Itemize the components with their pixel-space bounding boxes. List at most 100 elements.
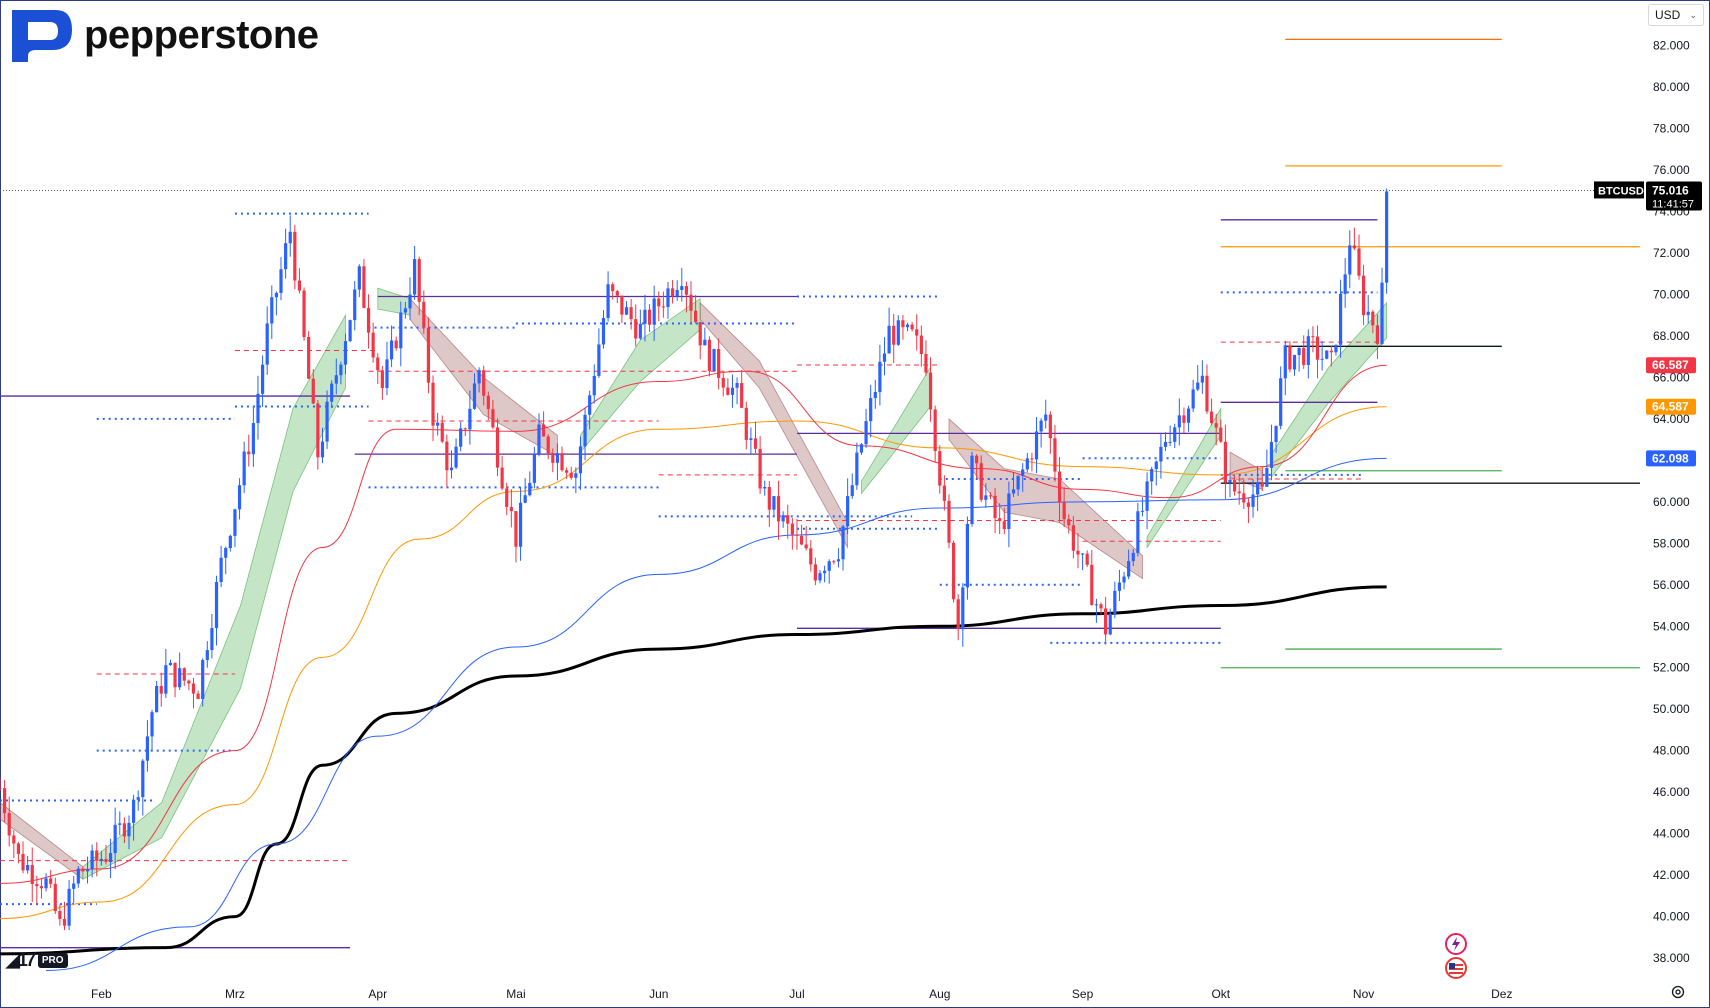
candle-body — [431, 382, 435, 426]
candle-body — [919, 335, 923, 355]
candle-body — [799, 535, 804, 545]
lightning-alert-icon[interactable] — [1443, 931, 1469, 957]
candle-body — [99, 858, 103, 861]
candle-body — [541, 424, 546, 437]
candle-body — [1007, 493, 1011, 530]
candle-body — [652, 298, 656, 325]
y-tick-label: 70.000 — [1653, 287, 1690, 301]
candle-body — [1002, 521, 1006, 530]
candle-body — [1306, 336, 1310, 365]
candle-body — [293, 231, 297, 281]
last-price-tag — [1646, 181, 1702, 211]
candle-body — [1090, 564, 1094, 606]
y-tick-label: 68.000 — [1653, 329, 1690, 343]
candle-body — [1071, 525, 1075, 551]
candle-body — [454, 446, 458, 468]
candle-body — [979, 463, 983, 500]
candle-body — [546, 436, 550, 454]
candle-body — [1228, 479, 1232, 483]
candle-body — [145, 736, 150, 761]
candle-body — [403, 308, 407, 313]
candle-body — [1338, 293, 1343, 345]
candle-body — [288, 231, 292, 244]
candle-body — [205, 650, 209, 660]
y-tick-label: 54.000 — [1653, 619, 1690, 633]
candle-body — [1016, 475, 1020, 490]
candle-body — [353, 289, 357, 321]
candle-body — [689, 294, 693, 311]
tradingview-logo[interactable]: ◢17 PRO — [6, 950, 68, 971]
candle-body — [1288, 345, 1292, 370]
candle-body — [1154, 461, 1158, 470]
candle-body — [90, 850, 94, 870]
candle-body — [1246, 502, 1251, 507]
candle-body — [528, 482, 532, 496]
candle-body — [827, 561, 831, 571]
candle-body — [698, 321, 702, 346]
y-tick-label: 78.000 — [1653, 122, 1690, 136]
candle-body — [1315, 336, 1320, 360]
candle-body — [491, 409, 495, 428]
candle-body — [228, 535, 232, 548]
candle-body — [1182, 415, 1186, 423]
candle-body — [569, 472, 573, 478]
y-tick-label: 44.000 — [1653, 827, 1690, 841]
candle-body — [44, 878, 48, 889]
candle-body — [201, 659, 205, 700]
candle-body — [878, 361, 882, 392]
candle-body — [459, 428, 463, 447]
brand-name: pepperstone — [84, 12, 319, 57]
candle-body — [1329, 350, 1333, 353]
candle-body — [274, 292, 279, 298]
candle-body — [1214, 423, 1218, 428]
candle-body — [1108, 613, 1112, 635]
symbol-tag — [1594, 181, 1644, 199]
candle-body — [532, 453, 536, 483]
us-flag-calendar-icon[interactable] — [1443, 955, 1469, 981]
y-tick-label: 58.000 — [1653, 536, 1690, 550]
y-tick-label: 42.000 — [1653, 868, 1690, 882]
candle-body — [58, 911, 62, 920]
candle-body — [905, 324, 910, 328]
x-tick-label: Mrz — [225, 987, 245, 1001]
candle-body — [776, 496, 781, 522]
gear-icon[interactable] — [1670, 984, 1686, 1000]
candle-body — [786, 515, 790, 524]
candle-body — [113, 824, 117, 854]
candle-body — [749, 438, 753, 440]
candle-body — [173, 662, 177, 688]
candle-body — [1080, 553, 1085, 555]
candle-body — [1034, 431, 1039, 460]
candle-body — [1163, 441, 1168, 447]
y-tick-label: 48.000 — [1653, 744, 1690, 758]
candle-body — [859, 444, 864, 453]
candle-body — [537, 424, 541, 454]
candle-body — [514, 511, 518, 547]
candle-body — [933, 409, 937, 452]
currency-selector[interactable]: USD ⌄ — [1648, 4, 1704, 26]
candle-body — [615, 291, 619, 296]
candle-body — [758, 448, 762, 489]
candle-body — [1191, 389, 1195, 409]
candle-body — [1044, 414, 1048, 421]
candle-body — [210, 628, 214, 651]
candle-body — [1320, 358, 1324, 360]
y-tick-label: 60.000 — [1653, 495, 1690, 509]
candle-body — [187, 680, 191, 684]
x-tick-label: Feb — [91, 987, 112, 1001]
candle-body — [896, 320, 900, 345]
candle-body — [49, 878, 53, 884]
candle-body — [675, 289, 679, 297]
candle-body — [703, 339, 707, 346]
candle-body — [385, 359, 389, 389]
candle-body — [320, 441, 325, 458]
candle-body — [399, 312, 403, 349]
candle-body — [182, 668, 186, 681]
candle-body — [620, 295, 624, 315]
candle-body — [242, 451, 246, 486]
candle-body — [961, 587, 965, 630]
candle-body — [624, 307, 629, 315]
candle-body — [846, 496, 850, 527]
candle-body — [666, 288, 670, 308]
